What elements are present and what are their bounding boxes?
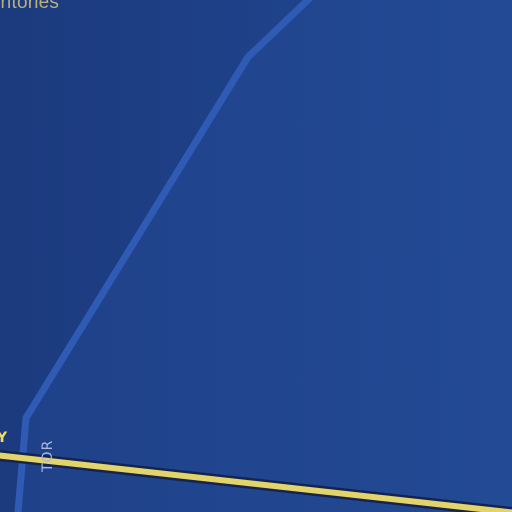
coastline bbox=[14, 0, 313, 512]
road-name-label: TOR bbox=[40, 439, 56, 472]
road-label-fragment: Y bbox=[0, 430, 8, 446]
territory-label: rritories bbox=[0, 0, 60, 13]
land-region bbox=[18, 0, 512, 512]
highway bbox=[0, 452, 512, 512]
